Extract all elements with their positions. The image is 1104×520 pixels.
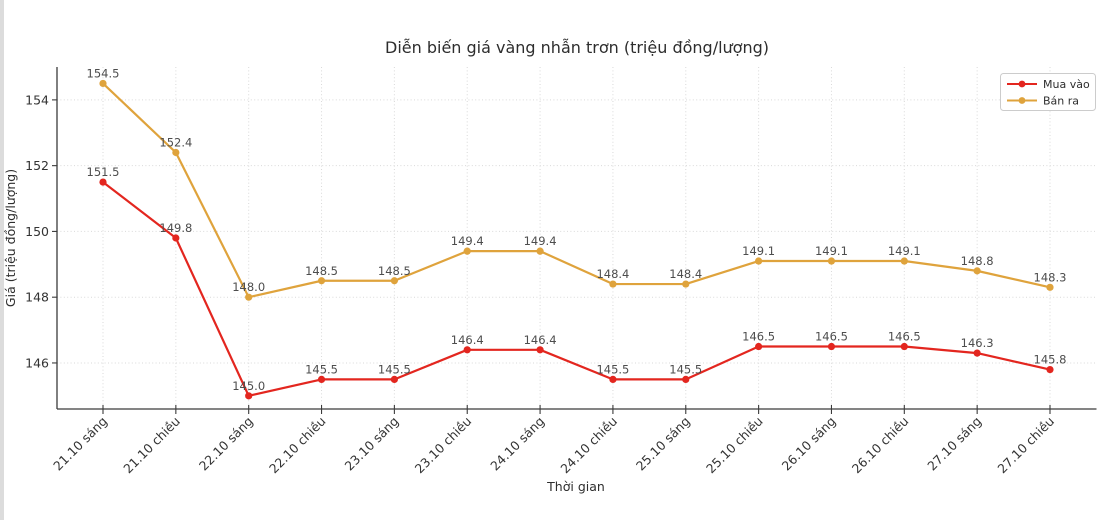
data-point-label: 146.3 xyxy=(961,336,994,350)
data-point-marker xyxy=(755,257,763,265)
data-point-label: 148.4 xyxy=(669,267,702,281)
data-point-marker xyxy=(390,277,398,285)
series-ban-ra: 154.5 152.4 148.0 148.5 148.5 149.4 149.4 148.4… xyxy=(87,66,1067,301)
data-point-label: 148.4 xyxy=(596,267,629,281)
data-point-label: 148.0 xyxy=(232,280,265,294)
y-axis-title: Giá (triệu đồng/lượng) xyxy=(3,169,18,307)
data-point-label: 149.1 xyxy=(815,244,848,258)
data-point-marker xyxy=(536,247,544,255)
y-tick-label: 146 xyxy=(25,355,49,370)
chart-title: Diễn biến giá vàng nhẫn trơn (triệu đồng… xyxy=(385,38,769,57)
data-point-label: 145.5 xyxy=(596,362,629,376)
series-layer: 151.5 149.8 145.0 145.5 145.5 146.4 146.4 145.5… xyxy=(87,66,1067,400)
x-tick-label: 23.10 sáng xyxy=(342,414,402,474)
data-point-marker xyxy=(317,375,326,384)
axes-layer: 21.10 sáng 21.10 chiều 22.10 sáng 22.10 chi… xyxy=(25,67,1097,477)
data-point-label: 148.8 xyxy=(961,254,994,268)
page-left-edge xyxy=(0,0,4,520)
data-point-label: 145.5 xyxy=(669,362,702,376)
x-tick-label: 24.10 chiều xyxy=(557,414,620,477)
data-point-label: 149.1 xyxy=(888,244,921,258)
y-tick-label: 154 xyxy=(25,92,49,107)
data-point-marker xyxy=(99,178,107,186)
data-point-label: 148.5 xyxy=(305,264,338,278)
data-point-label: 146.5 xyxy=(742,330,775,344)
y-tick-label: 150 xyxy=(25,224,49,239)
series-mua-vao: 151.5 149.8 145.0 145.5 145.5 146.4 146.4 145.5… xyxy=(87,165,1067,400)
data-point-marker xyxy=(682,280,690,288)
y-tick-label: 152 xyxy=(25,158,49,173)
data-point-label: 149.4 xyxy=(524,234,557,248)
data-point-marker xyxy=(973,267,981,275)
data-point-label: 145.5 xyxy=(305,362,338,376)
data-point-marker xyxy=(973,349,981,357)
x-tick-label: 24.10 sáng xyxy=(487,414,547,474)
data-point-marker xyxy=(99,79,107,88)
data-point-marker xyxy=(390,375,398,384)
legend-label: Mua vào xyxy=(1043,78,1090,91)
x-tick-label: 26.10 chiều xyxy=(849,414,912,477)
x-tick-label: 22.10 sáng xyxy=(196,414,256,474)
data-point-marker xyxy=(172,234,180,242)
x-tick-label: 27.10 sáng xyxy=(924,414,984,474)
x-tick-label: 23.10 chiều xyxy=(412,414,475,477)
x-tick-label: 27.10 chiều xyxy=(994,414,1057,477)
data-point-label: 149.8 xyxy=(159,221,192,235)
data-point-label: 145.8 xyxy=(1034,353,1067,367)
data-point-label: 148.5 xyxy=(378,264,411,278)
data-point-label: 154.5 xyxy=(87,66,120,80)
data-point-label: 146.5 xyxy=(815,330,848,344)
data-point-marker xyxy=(1046,283,1054,291)
x-tick-label: 25.10 chiều xyxy=(703,414,766,477)
data-point-label: 146.5 xyxy=(888,330,921,344)
data-point-marker xyxy=(682,375,690,384)
data-point-label: 145.5 xyxy=(378,362,411,376)
data-point-marker xyxy=(317,277,326,285)
x-tick-label: 21.10 chiều xyxy=(120,414,183,477)
data-point-label: 149.4 xyxy=(451,234,484,248)
legend-marker xyxy=(1018,97,1026,104)
data-point-marker xyxy=(827,342,836,351)
x-axis-title: Thời gian xyxy=(546,479,605,494)
y-tick-label: 148 xyxy=(25,290,49,305)
data-point-marker xyxy=(755,342,763,351)
data-point-label: 152.4 xyxy=(159,136,192,150)
data-point-marker xyxy=(609,375,617,384)
data-point-marker xyxy=(900,342,908,351)
data-point-label: 145.0 xyxy=(232,379,265,393)
data-point-marker xyxy=(827,257,836,265)
data-point-label: 151.5 xyxy=(87,165,120,179)
data-point-marker xyxy=(609,280,617,288)
data-point-marker xyxy=(172,148,180,157)
x-tick-label: 25.10 sáng xyxy=(633,414,693,474)
data-point-label: 148.3 xyxy=(1034,270,1067,284)
data-point-label: 149.1 xyxy=(742,244,775,258)
data-point-marker xyxy=(1046,365,1054,374)
data-point-marker xyxy=(245,392,253,400)
x-tick-label: 21.10 sáng xyxy=(50,414,110,474)
data-point-marker xyxy=(245,293,253,301)
series-line-mua-vao xyxy=(101,180,1052,397)
legend: Mua vào Bán ra xyxy=(1000,73,1096,111)
gridlines-layer xyxy=(57,67,1097,409)
data-point-marker xyxy=(463,247,471,255)
series-line-ban-ra xyxy=(101,82,1052,299)
data-point-marker xyxy=(900,257,908,265)
x-tick-label: 26.10 sáng xyxy=(779,414,839,474)
x-tick-label: 22.10 chiều xyxy=(266,414,329,477)
data-point-marker xyxy=(536,346,544,354)
data-point-label: 146.4 xyxy=(524,333,557,347)
legend-label: Bán ra xyxy=(1043,95,1079,108)
data-point-marker xyxy=(463,346,471,354)
legend-marker xyxy=(1018,80,1026,88)
data-point-label: 146.4 xyxy=(451,333,484,347)
